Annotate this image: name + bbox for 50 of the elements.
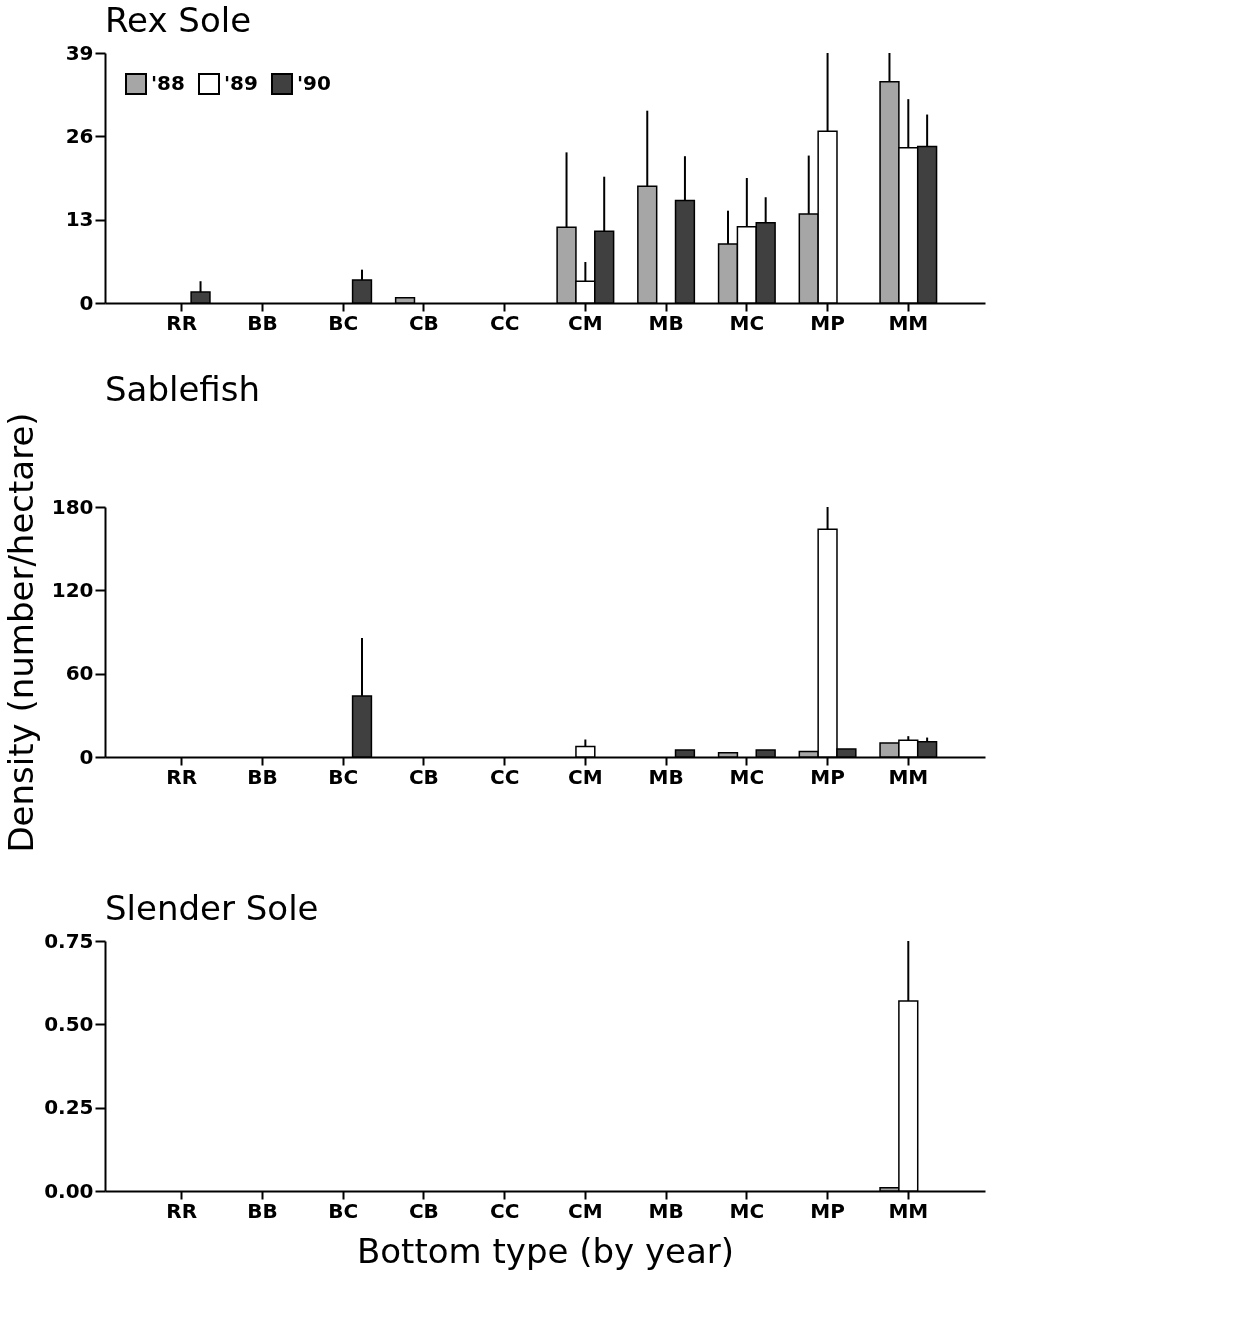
legend-label: '90 [297,71,331,95]
x-tick-label: MC [729,1198,765,1223]
x-tick-label: CM [568,310,603,335]
x-tick-label: MM [888,1198,929,1223]
x-tick-label: MP [810,764,845,789]
legend-label: '89 [224,71,258,95]
y-tick-label: 39 [65,40,94,65]
chart-title: Sablefish [105,368,261,409]
x-tick-label: CM [568,764,603,789]
x-tick-label: CB [408,1198,439,1223]
y-tick-label: 0.50 [44,1011,94,1036]
x-tick-label: RR [166,310,198,335]
y-axis-title: Density (number/hectare) [0,412,41,853]
x-tick-label: CC [489,1198,520,1223]
x-tick-label: CB [408,764,439,789]
x-axis-title: Bottom type (by year) [356,1230,735,1271]
y-tick-label: 120 [51,577,94,602]
x-tick-label: MC [729,310,765,335]
x-tick-label: MP [810,310,845,335]
chart-title: Rex Sole [105,0,252,40]
y-tick-label: 0.25 [44,1095,94,1120]
x-tick-label: RR [166,764,198,789]
x-tick-label: BB [247,764,278,789]
y-tick-label: 60 [65,661,94,686]
y-tick-label: 180 [51,494,94,519]
x-tick-label: MC [729,764,765,789]
x-tick-label: BC [328,310,359,335]
y-tick-label: 0 [79,290,94,315]
y-tick-label: 0 [79,744,94,769]
x-tick-label: MB [648,310,684,335]
x-tick-label: BC [328,1198,359,1223]
y-tick-label: 26 [65,123,94,148]
x-tick-label: MP [810,1198,845,1223]
x-tick-label: BB [247,310,278,335]
x-tick-label: RR [166,1198,198,1223]
y-tick-label: 13 [65,207,94,232]
x-tick-label: CC [489,310,520,335]
y-tick-label: 0.75 [44,928,94,953]
x-tick-label: MB [648,1198,684,1223]
x-tick-label: BC [328,764,359,789]
x-tick-label: MB [648,764,684,789]
x-tick-label: CC [489,764,520,789]
x-tick-label: CB [408,310,439,335]
x-tick-label: MM [888,764,929,789]
legend-label: '88 [151,71,185,95]
y-tick-label: 0.00 [44,1178,94,1203]
x-tick-label: BB [247,1198,278,1223]
x-tick-label: CM [568,1198,603,1223]
x-tick-label: MM [888,310,929,335]
chart-title: Slender Sole [105,888,319,928]
